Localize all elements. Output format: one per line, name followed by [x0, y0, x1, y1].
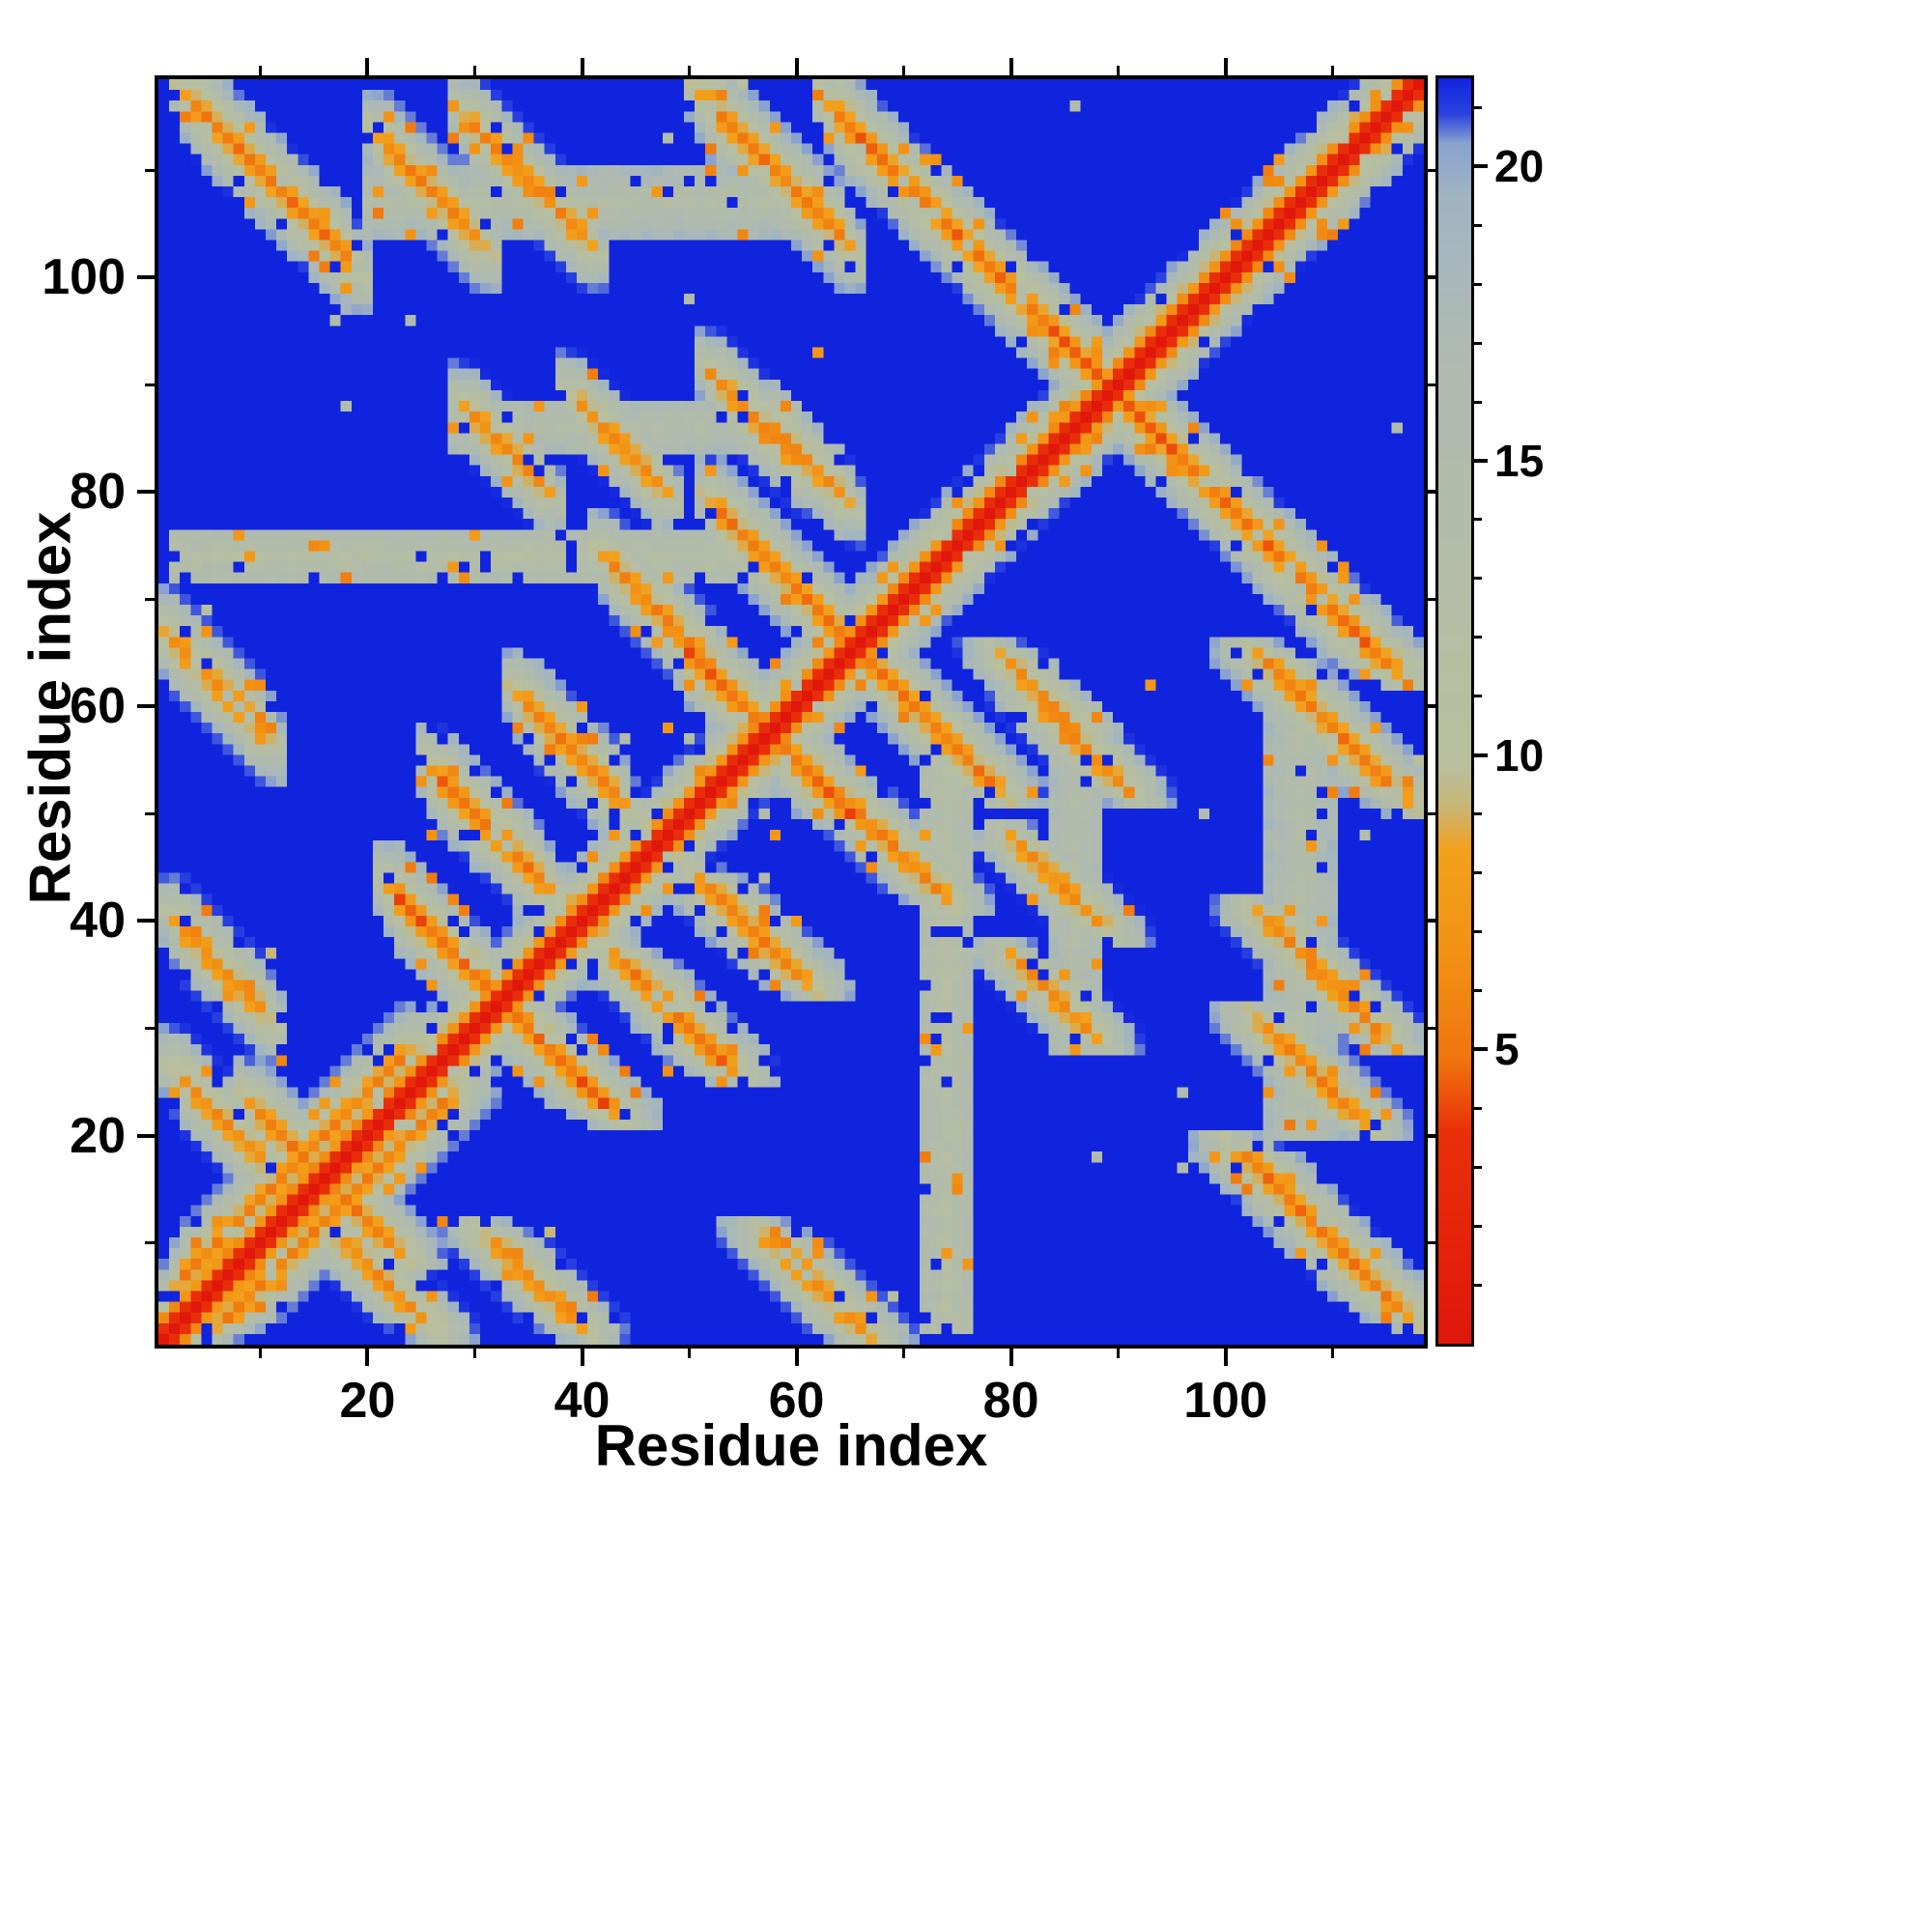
heatmap-canvas: [158, 79, 1424, 1345]
colorbar-tick-minor: [1474, 282, 1482, 286]
colorbar-tick-label: 20: [1494, 141, 1545, 192]
x-tick-minor-top: [688, 66, 692, 75]
y-tick-minor-right: [1428, 383, 1437, 386]
colorbar-tick-minor: [1474, 1165, 1482, 1169]
x-tick-label: 100: [1183, 1373, 1267, 1429]
y-tick-label: 80: [70, 464, 126, 521]
colorbar-tick-minor: [1474, 1283, 1482, 1287]
x-tick-label: 40: [554, 1373, 611, 1429]
colorbar-tick-minor: [1474, 518, 1482, 522]
colorbar-tick-major: [1474, 164, 1488, 169]
x-tick-major: [580, 1349, 584, 1366]
colorbar-tick-label: 10: [1494, 729, 1545, 781]
y-tick-major: [137, 919, 155, 923]
x-tick-minor: [1331, 1349, 1335, 1358]
y-tick-minor-right: [1428, 1241, 1437, 1245]
colorbar-tick-minor: [1474, 223, 1482, 227]
colorbar-tick-minor: [1474, 1224, 1482, 1228]
colorbar-tick-minor: [1474, 577, 1482, 581]
x-tick-minor-top: [473, 66, 476, 75]
y-tick-major: [137, 1133, 155, 1138]
y-tick-minor: [145, 1027, 155, 1030]
colorbar-tick-minor: [1474, 695, 1482, 698]
y-tick-minor: [145, 597, 155, 601]
colorbar-tick-minor: [1474, 341, 1482, 345]
y-tick-major: [137, 490, 155, 495]
x-tick-minor: [1117, 1349, 1121, 1358]
colorbar-tick-major: [1474, 753, 1488, 757]
y-tick-label: 40: [70, 893, 126, 950]
x-tick-minor: [473, 1349, 476, 1358]
y-tick-label: 20: [70, 1107, 126, 1164]
x-axis-label: Residue index: [594, 1413, 988, 1478]
y-tick-minor-right: [1428, 811, 1437, 815]
y-tick-minor: [145, 168, 155, 172]
x-tick-minor-top: [902, 66, 906, 75]
y-tick-minor-right: [1428, 168, 1437, 172]
x-tick-minor-top: [258, 66, 262, 75]
x-tick-major: [365, 1349, 370, 1366]
colorbar-tick-minor: [1474, 105, 1482, 109]
colorbar-tick-minor: [1474, 871, 1482, 875]
y-tick-minor-right: [1428, 597, 1437, 601]
colorbar-tick-minor: [1474, 1106, 1482, 1110]
x-tick-minor-top: [1331, 66, 1335, 75]
x-tick-label: 20: [339, 1373, 396, 1429]
y-tick-minor-right: [1428, 1027, 1437, 1030]
y-axis-label: Residue index: [17, 511, 83, 905]
y-tick-minor: [145, 1241, 155, 1245]
x-tick-major: [1223, 1349, 1228, 1366]
colorbar-tick-minor: [1474, 400, 1482, 404]
x-tick-major: [1009, 1349, 1013, 1366]
heatmap-plot: 20 40 60 80 100 20 40 60 80 100: [42, 58, 1445, 1429]
x-tick-minor: [902, 1349, 906, 1358]
y-tick-minor: [145, 811, 155, 815]
y-tick-major: [137, 704, 155, 709]
x-tick-major-top: [794, 58, 799, 75]
colorbar-tick-minor: [1474, 812, 1482, 816]
x-tick-minor: [688, 1349, 692, 1358]
colorbar-tick-minor: [1474, 636, 1482, 639]
x-tick-label: 60: [768, 1373, 825, 1429]
x-tick-major-top: [1009, 58, 1013, 75]
x-tick-label: 80: [982, 1373, 1039, 1429]
colorbar-canvas: [1438, 78, 1471, 1344]
x-tick-major: [794, 1349, 799, 1366]
colorbar-tick-label: 15: [1494, 436, 1545, 487]
y-tick-label: 100: [42, 249, 126, 306]
colorbar: 5 10 15 20: [1435, 75, 1544, 1347]
y-tick-minor: [145, 383, 155, 386]
y-tick-major: [137, 275, 155, 280]
colorbar-tick-major: [1474, 459, 1488, 464]
x-tick-minor-top: [1117, 66, 1121, 75]
x-tick-major-top: [580, 58, 584, 75]
colorbar-tick-minor: [1474, 988, 1482, 992]
x-tick-major-top: [365, 58, 370, 75]
colorbar-tick-label: 5: [1494, 1024, 1520, 1075]
x-tick-major-top: [1223, 58, 1228, 75]
colorbar-tick-major: [1474, 1047, 1488, 1052]
y-tick-label: 60: [70, 678, 126, 735]
colorbar-tick-minor: [1474, 929, 1482, 933]
x-tick-minor: [258, 1349, 262, 1358]
